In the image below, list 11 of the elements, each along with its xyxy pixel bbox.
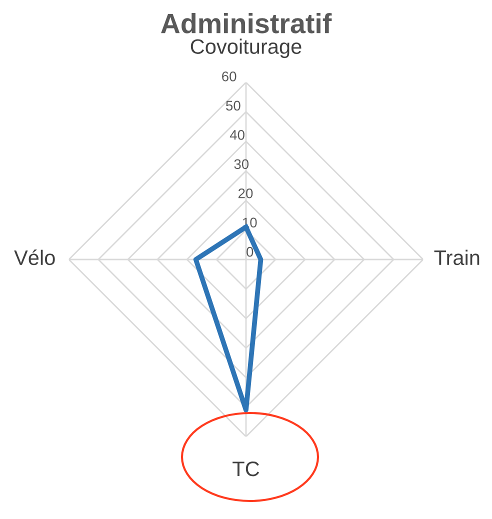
y-tick-label: 40 [230, 130, 244, 140]
spoke-label: Train [434, 250, 480, 266]
spoke-label: Covoiturage [190, 38, 302, 58]
y-tick-label: 60 [222, 72, 236, 82]
y-tick-label: 0 [246, 246, 254, 257]
spoke-label: Vélo [14, 250, 55, 266]
y-tick-label: 50 [226, 100, 240, 111]
spoke-label: TC [232, 461, 260, 476]
y-tick-label: 20 [238, 188, 253, 198]
y-tick-label: 30 [234, 159, 249, 170]
chart-title: Administratif [161, 12, 332, 34]
